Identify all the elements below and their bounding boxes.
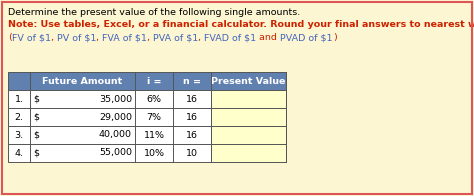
Text: $: $ bbox=[33, 94, 39, 103]
Text: $: $ bbox=[33, 149, 39, 158]
Text: 29,000: 29,000 bbox=[99, 113, 132, 122]
Text: PV of $1: PV of $1 bbox=[57, 33, 96, 42]
Text: 2.: 2. bbox=[15, 113, 24, 122]
Text: 11%: 11% bbox=[144, 131, 164, 140]
Text: $: $ bbox=[33, 113, 39, 122]
Text: ,: , bbox=[96, 33, 102, 42]
Text: ,: , bbox=[51, 33, 57, 42]
Text: 40,000: 40,000 bbox=[99, 131, 132, 140]
Bar bbox=[8, 72, 286, 90]
Text: i =: i = bbox=[147, 76, 161, 85]
Bar bbox=[8, 90, 286, 108]
Text: 10%: 10% bbox=[144, 149, 164, 158]
Text: 16: 16 bbox=[186, 113, 198, 122]
Text: 16: 16 bbox=[186, 131, 198, 140]
Text: 1.: 1. bbox=[15, 94, 24, 103]
Text: FVAD of $1: FVAD of $1 bbox=[204, 33, 256, 42]
Text: Future Amount: Future Amount bbox=[42, 76, 123, 85]
Bar bbox=[211, 126, 286, 144]
Bar bbox=[211, 90, 286, 108]
Text: PVA of $1: PVA of $1 bbox=[153, 33, 198, 42]
Text: FVA of $1: FVA of $1 bbox=[102, 33, 147, 42]
Text: 16: 16 bbox=[186, 94, 198, 103]
Bar bbox=[8, 126, 286, 144]
Text: Present Value: Present Value bbox=[211, 76, 286, 85]
Text: (: ( bbox=[8, 33, 12, 42]
Text: FV of $1: FV of $1 bbox=[12, 33, 51, 42]
Text: PVAD of $1: PVAD of $1 bbox=[280, 33, 333, 42]
Text: 7%: 7% bbox=[146, 113, 162, 122]
Text: 3.: 3. bbox=[14, 131, 24, 140]
Text: Determine the present value of the following single amounts.: Determine the present value of the follo… bbox=[8, 8, 300, 17]
Bar bbox=[211, 144, 286, 162]
Text: 4.: 4. bbox=[15, 149, 24, 158]
Bar bbox=[8, 108, 286, 126]
Text: 35,000: 35,000 bbox=[99, 94, 132, 103]
Text: Note: Use tables, Excel, or a financial calculator. Round your final answers to : Note: Use tables, Excel, or a financial … bbox=[8, 20, 474, 29]
Bar bbox=[8, 144, 286, 162]
Text: n =: n = bbox=[183, 76, 201, 85]
Text: 6%: 6% bbox=[146, 94, 162, 103]
Text: 55,000: 55,000 bbox=[99, 149, 132, 158]
Text: $: $ bbox=[33, 131, 39, 140]
Text: 10: 10 bbox=[186, 149, 198, 158]
Bar bbox=[211, 108, 286, 126]
Text: and: and bbox=[256, 33, 280, 42]
Text: ,: , bbox=[147, 33, 153, 42]
Text: ): ) bbox=[333, 33, 337, 42]
Text: ,: , bbox=[198, 33, 204, 42]
